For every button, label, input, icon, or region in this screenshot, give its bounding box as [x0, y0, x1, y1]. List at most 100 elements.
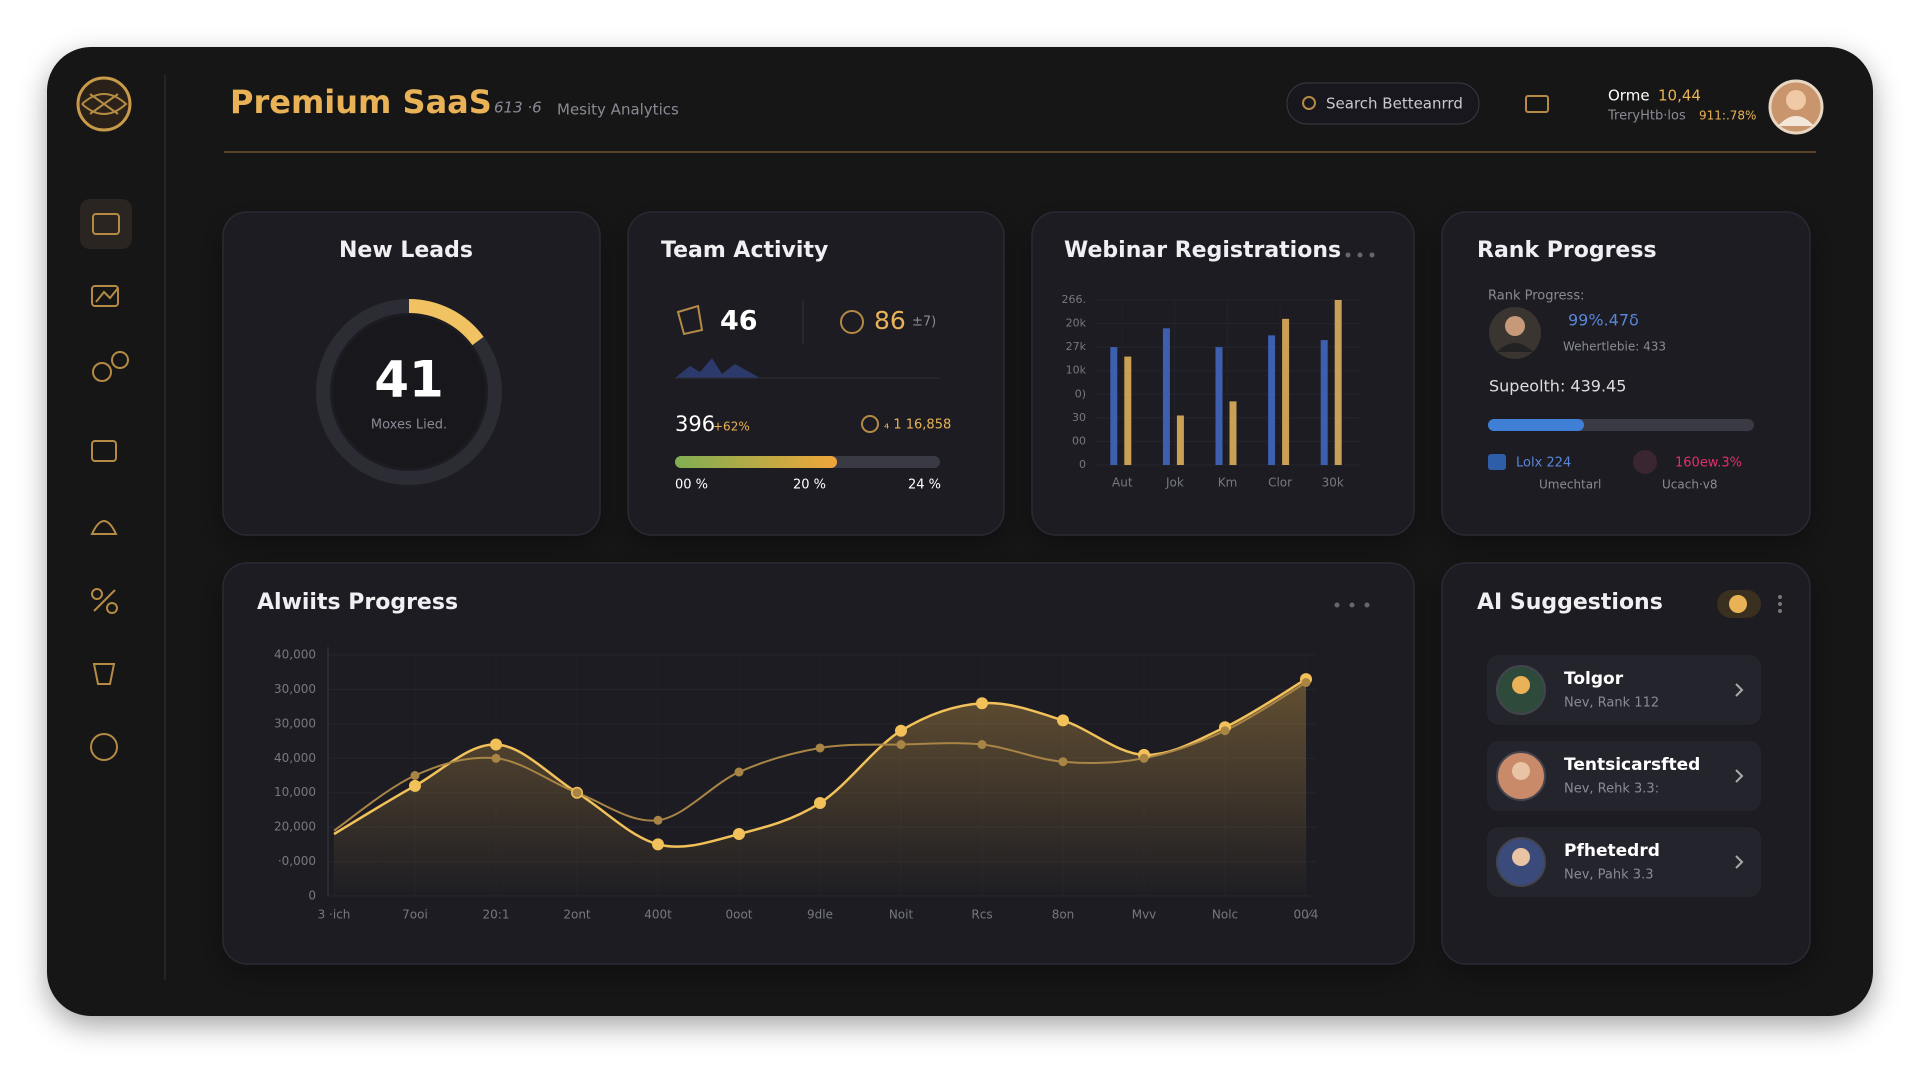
- left-value: Lolx 224: [1516, 456, 1571, 471]
- x-tick-label: 0oot: [725, 908, 752, 922]
- total: 396: [675, 412, 715, 436]
- suggestion-avatar-face: [1512, 762, 1530, 780]
- point: [815, 743, 825, 753]
- bar: [1268, 335, 1276, 465]
- x-tick-label: 9dle: [807, 908, 833, 922]
- x-tick-label: Aut: [1112, 476, 1133, 490]
- bar: [1124, 356, 1132, 465]
- card-title: New Leads: [339, 238, 473, 263]
- chevron[interactable]: [1735, 855, 1744, 869]
- chevron[interactable]: [1735, 769, 1744, 783]
- rank-metric: Supeolth: 439.45: [1489, 377, 1626, 396]
- point: [734, 767, 744, 777]
- user-pct: 911:.78%: [1699, 109, 1756, 123]
- right-label: Ucach·v8: [1662, 478, 1718, 492]
- point: [490, 738, 502, 751]
- y-tick-label: 30,000: [274, 682, 316, 696]
- suggestion-avatar-face: [1512, 848, 1530, 866]
- y-tick-label: 40,000: [274, 751, 316, 765]
- ai-menu[interactable]: [1778, 595, 1782, 613]
- gauge-caption: Moxes Lied.: [371, 418, 447, 433]
- x-tick-label: Jok: [1165, 476, 1184, 490]
- point: [1057, 714, 1069, 727]
- scale-label: 00 %: [675, 478, 708, 493]
- y-tick-label: 30: [1072, 411, 1086, 424]
- bar: [1162, 328, 1170, 465]
- app-title: Premium SaaS: [230, 83, 492, 121]
- y-tick-label: ·0,000: [278, 854, 316, 868]
- rank-avatar: [1489, 307, 1541, 359]
- total-change: +62%: [713, 420, 750, 434]
- nav-active[interactable]: [80, 199, 132, 249]
- suggestion-row[interactable]: [1487, 741, 1761, 811]
- suggestion-avatar-face: [1512, 676, 1530, 694]
- point: [572, 788, 582, 798]
- point: [977, 740, 987, 750]
- suggestion-row[interactable]: [1487, 827, 1761, 897]
- point: [491, 753, 501, 763]
- x-tick-label: 2ont: [563, 908, 591, 922]
- user-avatar[interactable]: [1768, 79, 1824, 135]
- bar: [1215, 347, 1223, 465]
- point: [1220, 726, 1230, 736]
- y-tick-label: 00: [1072, 434, 1086, 447]
- point: [895, 724, 907, 737]
- card-title: Rank Progress: [1477, 238, 1657, 263]
- x-tick-label: Noit: [889, 908, 914, 922]
- more-menu[interactable]: [1345, 252, 1375, 258]
- more-menu[interactable]: [1334, 602, 1370, 608]
- suggestion-row[interactable]: [1487, 655, 1761, 725]
- suggestion-detail: Nev, Rank 112: [1564, 696, 1659, 711]
- y-tick-label: 40,000: [274, 648, 316, 662]
- x-tick-label: 20:1: [483, 908, 510, 922]
- badge: 613 ·6: [494, 99, 542, 117]
- bar: [1282, 318, 1290, 465]
- y-tick-label: 0: [1079, 458, 1086, 471]
- x-tick-label: Nolc: [1212, 908, 1238, 922]
- y-tick-label: 10,000: [274, 785, 316, 799]
- bar: [1229, 401, 1237, 465]
- left-icon: [1488, 454, 1506, 470]
- point: [896, 740, 906, 750]
- logo: [76, 76, 132, 132]
- bar: [1320, 340, 1328, 465]
- suggestion-name: Pfhetedrd: [1564, 841, 1660, 861]
- search-icon: [1302, 96, 1316, 110]
- sparkline: [675, 358, 760, 378]
- chart-menu[interactable]: [1525, 95, 1549, 113]
- amount-icon: [861, 415, 879, 433]
- search-placeholder[interactable]: Search Betteanrrd: [1326, 95, 1463, 113]
- card-title: Webinar Registrations: [1064, 238, 1341, 263]
- search-box[interactable]: [1286, 82, 1480, 125]
- card-rank: [1441, 211, 1811, 536]
- x-tick-label: Km: [1218, 476, 1238, 490]
- rank-label: Rank Progress:: [1488, 289, 1584, 304]
- chevron[interactable]: [1735, 683, 1744, 697]
- y-tick-label: 0: [308, 889, 316, 903]
- x-tick-label: 00⁄4: [1294, 908, 1319, 922]
- x-tick-label: 8on: [1052, 908, 1075, 922]
- user-value: 10,44: [1658, 87, 1701, 105]
- y-tick-label: 0): [1075, 387, 1086, 400]
- point: [652, 838, 664, 851]
- suggestion-detail: Nev, Rehk 3.3:: [1564, 782, 1659, 797]
- stat1: 46: [720, 306, 758, 337]
- amount: ₄ 1 16,858: [884, 418, 951, 433]
- x-tick-label: 7ooi: [402, 908, 428, 922]
- stat2: 86: [874, 306, 906, 335]
- subtitle: Mesity Analytics: [557, 101, 679, 119]
- left-label: Umechtarl: [1539, 478, 1601, 492]
- stat-icon: [840, 310, 864, 334]
- scale-label: 20 %: [793, 478, 826, 493]
- bar: [1110, 347, 1118, 465]
- point: [814, 797, 826, 810]
- user-name: Orme: [1608, 87, 1650, 105]
- y-tick-label: 266.: [1062, 293, 1087, 306]
- nav-icons[interactable]: [90, 213, 129, 761]
- point: [1058, 757, 1068, 767]
- user-sub: TreryHtb·los: [1607, 109, 1686, 124]
- area: [334, 679, 1306, 896]
- point: [1301, 678, 1311, 688]
